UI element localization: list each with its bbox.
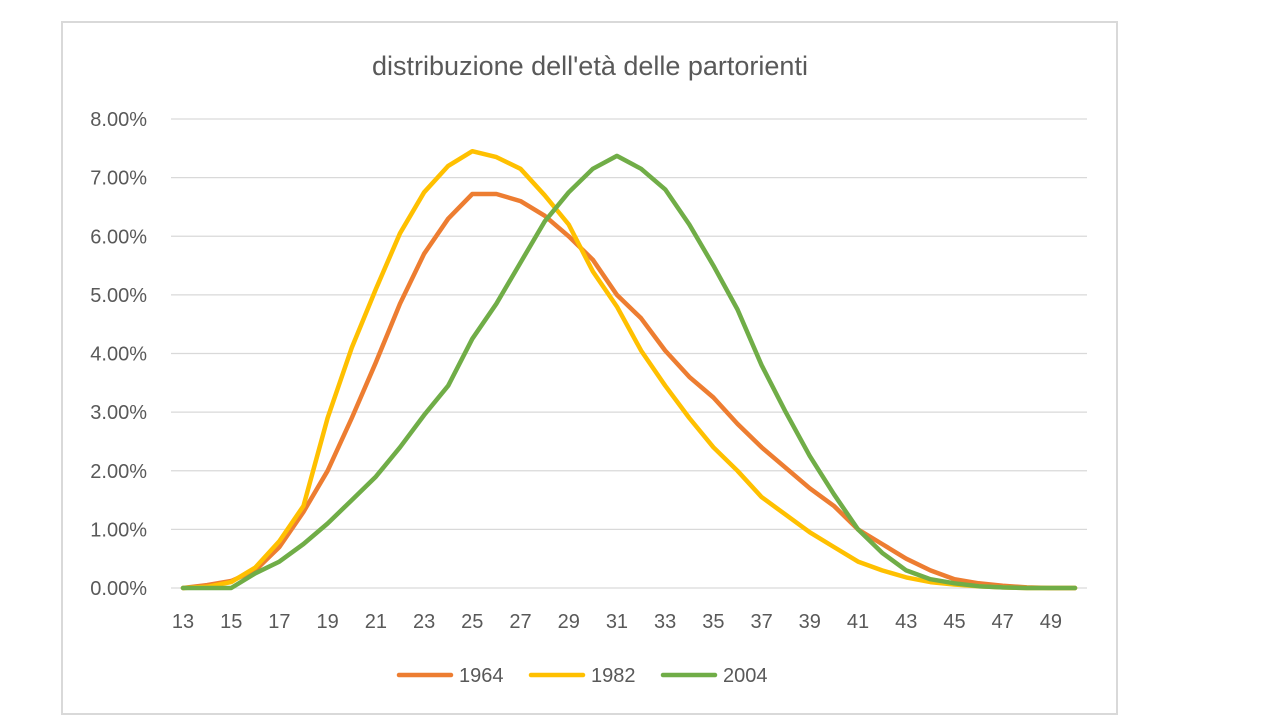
y-tick-label: 3.00% [90,402,147,424]
x-tick-label: 21 [365,611,387,633]
x-tick-label: 29 [558,611,580,633]
chart-frame: distribuzione dell'età delle partorienti… [61,21,1118,715]
series-line-1964 [180,191,1078,591]
x-tick-label: 19 [317,611,339,633]
x-tick-label: 31 [606,611,628,633]
x-tick-label: 17 [268,611,290,633]
series-line-1982 [180,148,1078,591]
legend-label: 1982 [591,665,636,687]
x-tick-label: 25 [461,611,483,633]
x-tick-label: 33 [654,611,676,633]
line-chart: distribuzione dell'età delle partorienti… [90,51,1087,687]
x-tick-label: 41 [847,611,869,633]
y-tick-label: 8.00% [90,109,147,131]
legend-label: 2004 [723,665,768,687]
y-axis-ticks: 0.00% 1.00% 2.00% 3.00% 4.00% 5.00% 6.00% 7.00%… [90,109,147,600]
x-tick-label: 47 [992,611,1014,633]
x-tick-label: 15 [220,611,242,633]
x-tick-label: 35 [702,611,724,633]
x-tick-label: 23 [413,611,435,633]
y-tick-label: 6.00% [90,226,147,248]
x-tick-label: 27 [509,611,531,633]
x-tick-label: 45 [943,611,965,633]
y-tick-label: 0.00% [90,578,147,600]
y-tick-label: 7.00% [90,168,147,190]
legend-label: 1964 [459,665,504,687]
y-tick-label: 1.00% [90,519,147,541]
x-tick-label: 39 [799,611,821,633]
y-tick-label: 2.00% [90,461,147,483]
x-tick-label: 37 [750,611,772,633]
gridlines [171,118,1087,589]
x-tick-label: 43 [895,611,917,633]
x-axis-ticks: 13 15 17 19 21 23 25 27 29 31 33 35 37 39 41 43 45 47 49 [172,611,1062,633]
chart-title: distribuzione dell'età delle partorienti [372,51,808,81]
y-tick-label: 4.00% [90,344,147,366]
series-lines [180,148,1078,591]
legend-item-1982: 1982 [528,665,636,687]
legend: 1964 1982 2004 [396,665,768,687]
x-tick-label: 13 [172,611,194,633]
y-tick-label: 5.00% [90,285,147,307]
x-tick-label: 49 [1040,611,1062,633]
legend-item-1964: 1964 [396,665,504,687]
legend-item-2004: 2004 [660,665,768,687]
series-line-2004 [180,153,1078,591]
